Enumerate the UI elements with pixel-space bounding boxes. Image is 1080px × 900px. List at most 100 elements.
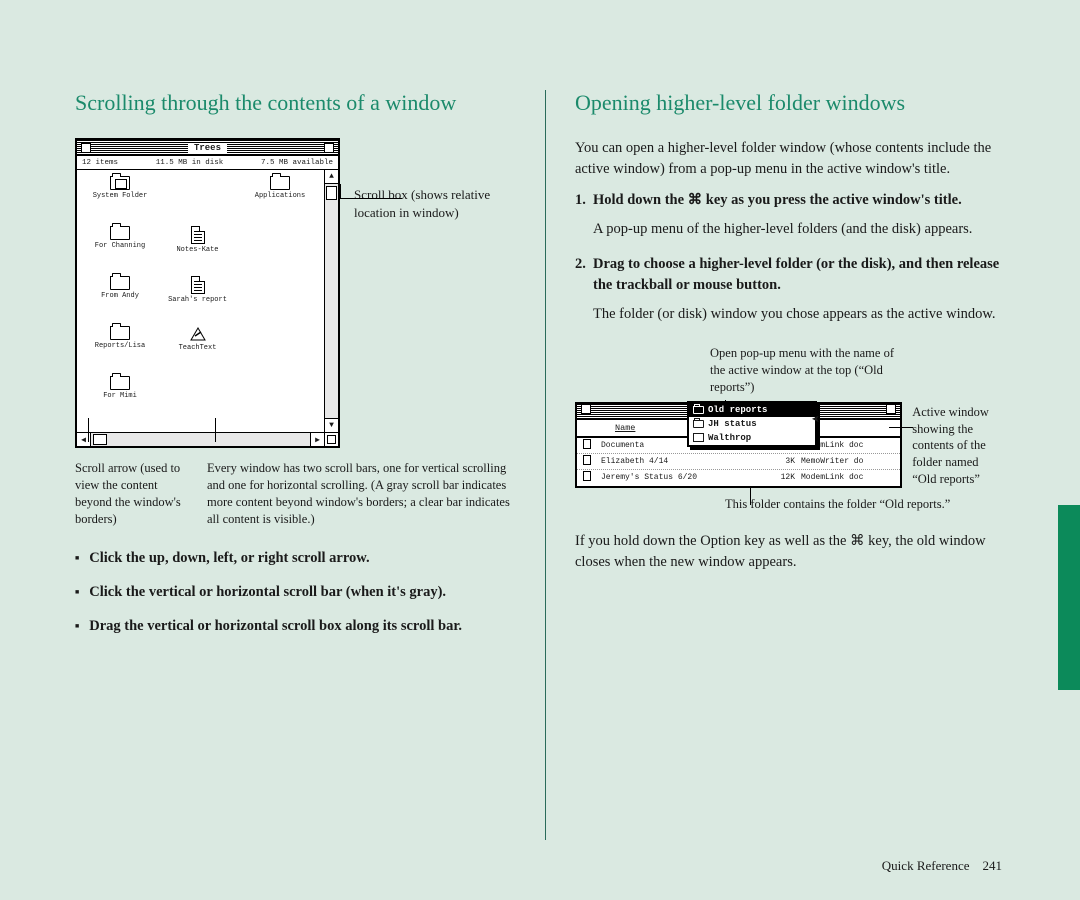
- folder-icon: [110, 376, 130, 390]
- folder-icon: [110, 276, 130, 290]
- cursor-icon: ➤: [811, 412, 819, 429]
- icon-label: For Mimi: [103, 392, 137, 400]
- left-heading: Scrolling through the contents of a wind…: [75, 90, 535, 116]
- leader-line: [88, 418, 89, 442]
- bullet-item: Click the up, down, left, or right scrol…: [75, 548, 535, 568]
- page-footer: Quick Reference 241: [882, 858, 1002, 874]
- document-icon: [583, 439, 597, 452]
- vertical-scroll-track[interactable]: [325, 184, 338, 418]
- horizontal-scroll-track[interactable]: [91, 433, 310, 446]
- column-divider: [545, 90, 546, 840]
- close-box-icon[interactable]: [81, 143, 91, 153]
- figure-trees: Trees 12 items 11.5 MB in disk 7.5 MB av…: [75, 138, 535, 528]
- list-row[interactable]: Elizabeth 4/143KMemoWriter do: [577, 454, 900, 470]
- zoom-box-icon[interactable]: [324, 143, 334, 153]
- row-size: 3K: [767, 457, 801, 466]
- leader-line: [215, 418, 216, 442]
- desktop-icon[interactable]: For Channing: [85, 226, 155, 274]
- folder-icon: [110, 176, 130, 190]
- icon-label: System Folder: [93, 192, 148, 200]
- left-column: Scrolling through the contents of a wind…: [75, 90, 535, 650]
- disk-icon: [693, 433, 704, 442]
- window-titlebar[interactable]: Trees: [77, 140, 338, 156]
- horizontal-scroll-box[interactable]: [93, 434, 107, 445]
- window-info-bar: 12 items 11.5 MB in disk 7.5 MB availabl…: [77, 156, 338, 170]
- icon-label: Notes-Kate: [176, 246, 218, 254]
- row-size: 12K: [767, 473, 801, 482]
- desktop-icon[interactable]: System Folder: [85, 176, 155, 224]
- desktop-icon[interactable]: From Andy: [85, 276, 155, 324]
- footer-page: 241: [983, 858, 1003, 873]
- document-icon: [191, 276, 205, 294]
- grow-box-icon[interactable]: [324, 433, 338, 446]
- desktop-icon[interactable]: Applications: [240, 176, 320, 224]
- callout-scrollbox: Scroll box (shows relative location in w…: [354, 186, 504, 221]
- desktop-icon[interactable]: For Mimi: [85, 376, 155, 424]
- folder-icon: [110, 226, 130, 240]
- popup-menu-item[interactable]: Old reports: [689, 403, 815, 417]
- intro-text: You can open a higher-level folder windo…: [575, 138, 1005, 180]
- document-icon: [191, 226, 205, 244]
- window-title: Trees: [188, 143, 227, 153]
- info-disk: 11.5 MB in disk: [156, 159, 224, 167]
- row-kind: MemoWriter do: [801, 457, 900, 466]
- callout-scrollarrow: Scroll arrow (used to view the content b…: [75, 460, 197, 528]
- close-box-icon[interactable]: [581, 404, 591, 414]
- leader-line: [340, 198, 402, 199]
- icon-label: Sarah's report: [168, 296, 227, 304]
- trees-window: Trees 12 items 11.5 MB in disk 7.5 MB av…: [75, 138, 340, 448]
- scroll-right-arrow-icon[interactable]: ▶: [310, 433, 324, 446]
- bullet-item: Drag the vertical or horizontal scroll b…: [75, 616, 535, 636]
- vertical-scrollbar[interactable]: ▲ ▼: [324, 170, 338, 432]
- row-name: Jeremy's Status 6/20: [601, 473, 767, 482]
- row-name: Elizabeth 4/14: [601, 457, 767, 466]
- application-icon: [189, 326, 207, 342]
- scroll-up-arrow-icon[interactable]: ▲: [325, 170, 338, 184]
- bullet-list: Click the up, down, left, or right scrol…: [75, 548, 535, 637]
- desktop-icon[interactable]: Reports/Lisa: [85, 326, 155, 374]
- icon-label: Reports/Lisa: [95, 342, 145, 350]
- icon-label: Applications: [255, 192, 305, 200]
- vertical-scroll-box[interactable]: [326, 186, 337, 200]
- row-kind: ModemLink doc: [801, 473, 900, 482]
- list-row[interactable]: Jeremy's Status 6/2012KModemLink doc: [577, 470, 900, 486]
- callout-popup-top: Open pop-up menu with the name of the ac…: [710, 345, 910, 396]
- outro-text: If you hold down the Option key as well …: [575, 531, 1005, 573]
- page: Scrolling through the contents of a wind…: [0, 0, 1080, 680]
- bullet-item: Click the vertical or horizontal scroll …: [75, 582, 535, 602]
- desktop-icon[interactable]: TeachText: [155, 326, 240, 374]
- leader-line: [889, 427, 913, 428]
- popup-menu-item[interactable]: JH status: [689, 417, 815, 431]
- callout-popup-bottom: This folder contains the folder “Old rep…: [725, 496, 985, 513]
- callout-scrollbars: Every window has two scroll bars, one fo…: [207, 460, 517, 528]
- icon-label: TeachText: [179, 344, 217, 352]
- step-2-follow: The folder (or disk) window you chose ap…: [593, 304, 1005, 325]
- figure-popup: Open pop-up menu with the name of the ac…: [575, 345, 1005, 513]
- footer-label: Quick Reference: [882, 858, 970, 873]
- folder-icon: [693, 420, 704, 428]
- desktop-icon[interactable]: Sarah's report: [155, 276, 240, 324]
- leader-line: [750, 487, 751, 505]
- horizontal-scrollbar[interactable]: ◀ ▶: [77, 432, 338, 446]
- right-column: Opening higher-level folder windows You …: [565, 90, 1005, 650]
- info-items: 12 items: [82, 159, 118, 167]
- document-icon: [583, 455, 597, 468]
- title-popup-menu[interactable]: Old reports JH status Walthrop: [687, 401, 817, 447]
- window-content: System Folder Applications For Channing Not…: [77, 170, 324, 432]
- zoom-box-icon[interactable]: [886, 404, 896, 414]
- icon-label: From Andy: [101, 292, 139, 300]
- icon-label: For Channing: [95, 242, 145, 250]
- right-heading: Opening higher-level folder windows: [575, 90, 1005, 116]
- folder-icon: [110, 326, 130, 340]
- popup-window: Old reports JH status Walthrop ➤ Name Si…: [575, 402, 902, 488]
- desktop-icon[interactable]: Notes-Kate: [155, 226, 240, 274]
- folder-icon: [270, 176, 290, 190]
- step-1-follow: A pop-up menu of the higher-level folder…: [593, 219, 1005, 240]
- popup-menu-item[interactable]: Walthrop: [689, 431, 815, 445]
- step-2: 2. Drag to choose a higher-level folder …: [575, 254, 1005, 296]
- thumb-tab: [1058, 505, 1080, 690]
- document-icon: [583, 471, 597, 484]
- scroll-down-arrow-icon[interactable]: ▼: [325, 418, 338, 432]
- callout-popup-side: Active window showing the contents of th…: [912, 404, 1005, 488]
- folder-icon: [693, 406, 704, 414]
